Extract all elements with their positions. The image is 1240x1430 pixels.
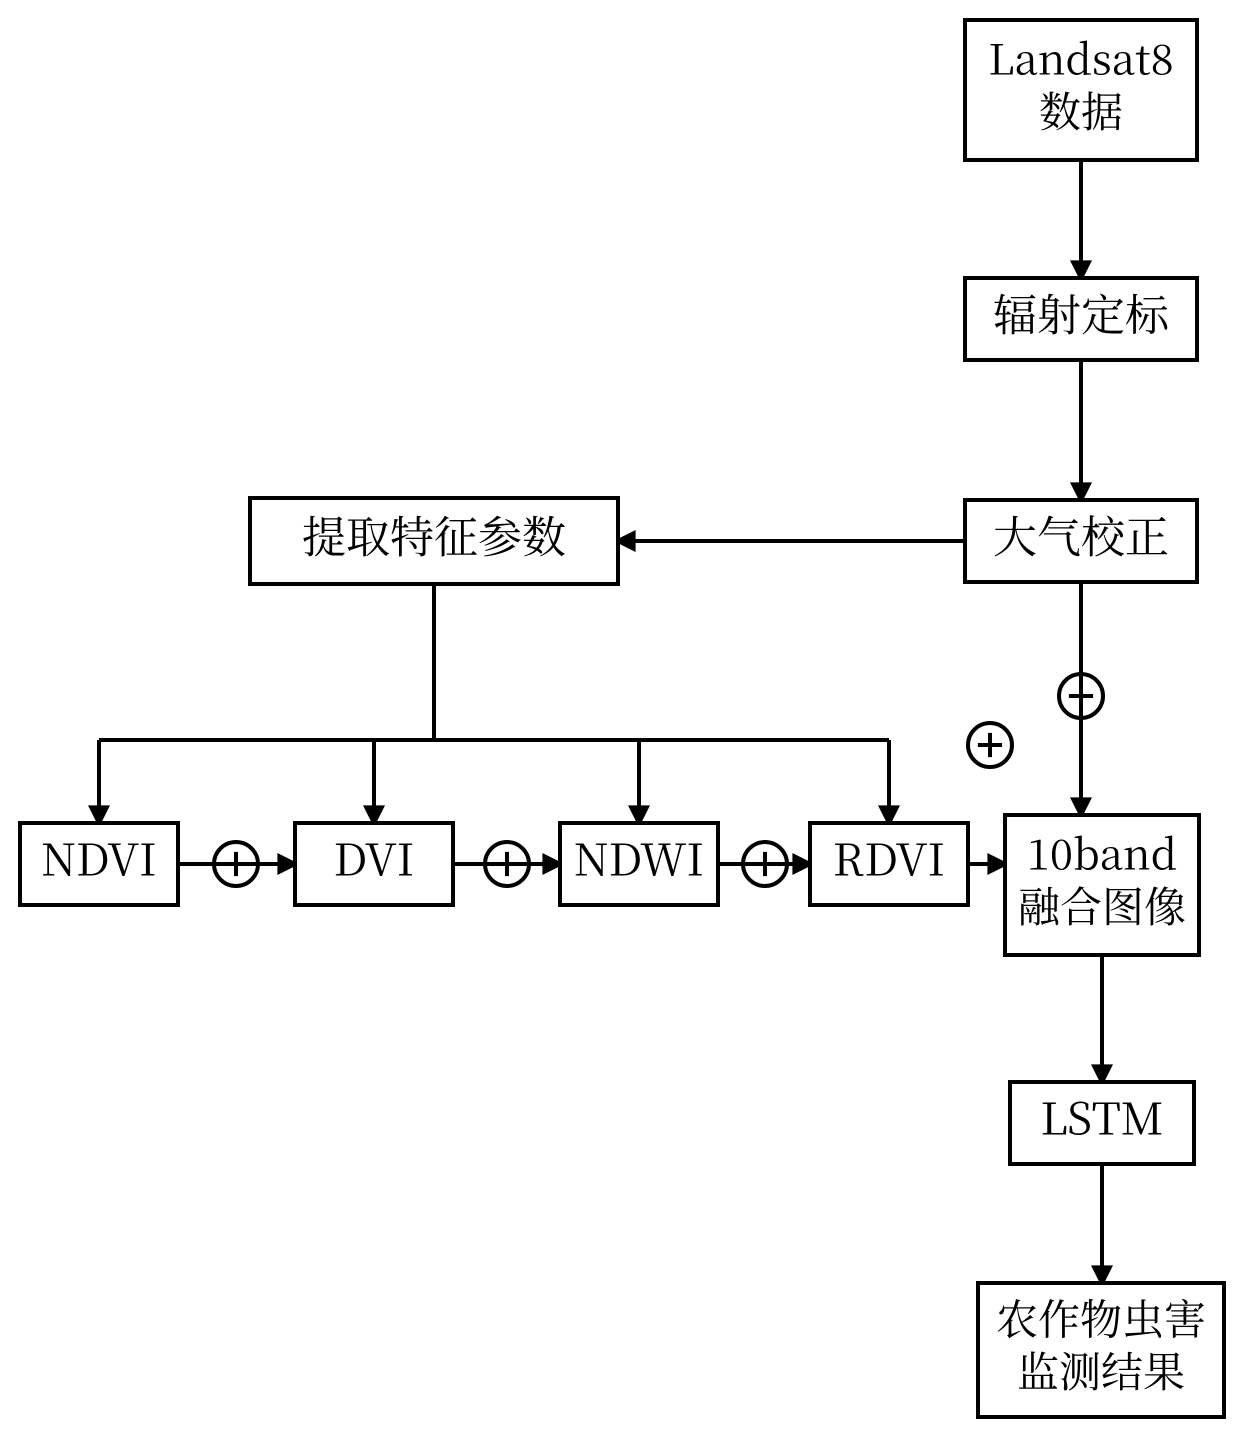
node-lstm: LSTM [1010,1082,1194,1164]
node-result-label: 农作物虫害 [996,1288,1206,1348]
node-landsat-label: Landsat8 [988,28,1173,88]
node-fusion: 10band融合图像 [1005,815,1199,955]
node-atmospheric-label: 大气校正 [993,501,1169,565]
node-landsat-label: 数据 [1039,80,1123,140]
node-fusion-label: 融合图像 [1018,875,1186,935]
node-rdvi-label: RDVI [833,824,945,888]
plus-p4 [968,723,1012,767]
node-ndvi-label: NDVI [41,824,157,888]
node-rdvi: RDVI [810,823,968,905]
node-dvi-label: DVI [333,824,414,888]
node-ndvi: NDVI [20,823,178,905]
node-radiometric-label: 辐射定标 [993,279,1171,343]
node-result: 农作物虫害监测结果 [978,1283,1224,1417]
node-landsat: Landsat8数据 [965,20,1197,160]
node-result-label: 监测结果 [1017,1340,1185,1400]
node-radiometric: 辐射定标 [965,278,1197,360]
node-ndwi: NDWI [560,823,718,905]
node-fusion-label: 10band [1027,823,1177,883]
node-lstm-label: LSTM [1040,1083,1163,1147]
node-dvi: DVI [295,823,453,905]
node-feature: 提取特征参数 [250,498,618,584]
node-atmospheric: 大气校正 [965,500,1197,582]
node-feature-label: 提取特征参数 [302,501,566,565]
node-ndwi-label: NDWI [574,824,704,888]
